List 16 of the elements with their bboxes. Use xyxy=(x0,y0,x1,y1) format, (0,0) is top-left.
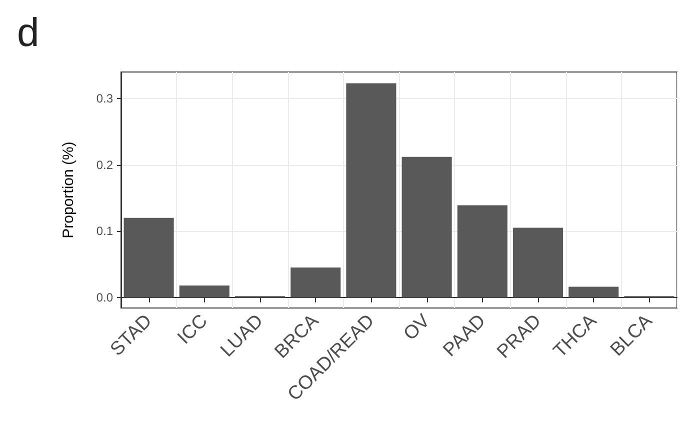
bar xyxy=(124,218,174,298)
y-tick-label: 0.1 xyxy=(96,224,114,238)
bar xyxy=(457,205,508,298)
bar xyxy=(568,286,619,298)
x-tick-label: OV xyxy=(400,310,434,345)
y-tick-label: 0.3 xyxy=(96,92,114,106)
bar xyxy=(290,268,341,298)
chart-title: d xyxy=(17,11,40,55)
bar xyxy=(346,83,396,298)
y-tick-label: 0.0 xyxy=(96,290,114,304)
bar xyxy=(512,228,564,298)
bar xyxy=(402,156,452,298)
x-tick-label: ICC xyxy=(174,310,212,349)
y-tick-label: 0.2 xyxy=(96,158,114,172)
y-axis-title: Proportion (%) xyxy=(60,142,77,238)
bar xyxy=(179,285,230,298)
